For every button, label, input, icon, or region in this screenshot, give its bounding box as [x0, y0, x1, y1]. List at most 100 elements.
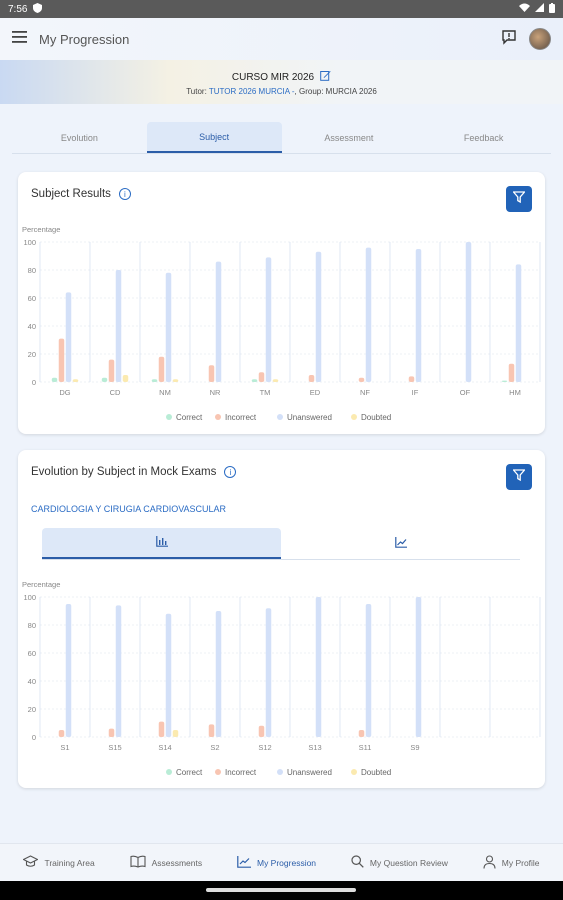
info-icon[interactable]: i	[224, 466, 237, 478]
edit-icon[interactable]	[320, 70, 331, 84]
y-axis-label: Percentage	[22, 225, 60, 234]
bar-unanswered-s1	[65, 604, 72, 737]
bar-unanswered-s9	[415, 597, 422, 737]
nav-assessments[interactable]: Assessments	[130, 855, 202, 870]
bar-incorrect-s1	[58, 730, 65, 737]
bar-correct-cd	[101, 377, 108, 382]
x-tick-label: S11	[359, 743, 372, 752]
line-view-button[interactable]	[281, 528, 520, 559]
bar-incorrect-tm	[258, 372, 265, 382]
y-tick-label: 0	[32, 733, 36, 742]
course-banner: CURSO MIR 2026 Tutor: TUTOR 2026 MURCIA …	[0, 60, 563, 104]
filter-button[interactable]	[506, 464, 532, 490]
bar-unanswered-cd	[115, 270, 122, 382]
gesture-bar	[0, 881, 563, 900]
menu-icon[interactable]	[12, 30, 27, 48]
y-tick-label: 20	[28, 350, 36, 359]
info-icon[interactable]: i	[118, 188, 131, 200]
legend-swatch-correct	[166, 414, 172, 420]
wifi-icon	[519, 3, 530, 15]
bar-incorrect-s15	[108, 728, 115, 737]
course-title: CURSO MIR 2026	[231, 71, 315, 83]
legend-label-correct: Correct	[176, 413, 203, 422]
x-tick-label: DG	[59, 388, 70, 397]
bar-incorrect-cd	[108, 359, 115, 382]
app-bar: My Progression	[0, 18, 563, 60]
signal-icon	[535, 3, 544, 15]
bar-unanswered-tm	[265, 257, 272, 382]
bar-unanswered-if	[415, 249, 422, 382]
x-tick-label: S15	[108, 743, 121, 752]
bar-unanswered-nf	[365, 247, 372, 382]
x-tick-label: NF	[360, 388, 370, 397]
selected-subject[interactable]: CARDIOLOGIA Y CIRUGIA CARDIOVASCULAR	[31, 504, 227, 514]
chat-icon[interactable]	[501, 29, 517, 50]
bar-doubted-nm	[172, 379, 179, 382]
tab-feedback[interactable]: Feedback	[463, 132, 504, 143]
evolution-by-subject-card: Evolution by Subject in Mock Exams i CAR…	[18, 450, 545, 788]
legend-label-incorrect: Incorrect	[225, 413, 257, 422]
bar-unanswered-of	[465, 242, 472, 382]
x-tick-label: IF	[412, 388, 419, 397]
bar-unanswered-s2	[215, 611, 222, 737]
bar-incorrect-dg	[58, 338, 65, 382]
bar-incorrect-if	[408, 376, 415, 382]
legend-label-unanswered: Unanswered	[287, 413, 332, 422]
legend-swatch-correct	[166, 769, 172, 775]
legend-swatch-unanswered	[277, 414, 283, 420]
x-tick-label: TM	[260, 388, 271, 397]
tutor-link[interactable]: TUTOR 2026 MURCIA -	[208, 87, 295, 96]
nav-training-area[interactable]: Training Area	[22, 855, 95, 870]
x-tick-label: OF	[460, 388, 471, 397]
x-tick-label: S13	[308, 743, 321, 752]
nav-my-question-review[interactable]: My Question Review	[351, 855, 448, 870]
tab-evolution[interactable]: Evolution	[60, 132, 98, 143]
tab-subject[interactable]: Subject	[146, 122, 282, 153]
x-tick-label: CD	[110, 388, 121, 397]
legend-swatch-incorrect	[215, 414, 221, 420]
trend-icon	[237, 855, 251, 870]
evolution-svg: Percentage 0 20 40 60 80 100 S1 S15 S14 S2 S12 S13 S1…	[22, 580, 541, 777]
nav-my-progression[interactable]: My Progression	[237, 855, 316, 870]
y-axis-label: Percentage	[22, 580, 60, 589]
legend-swatch-doubted	[351, 414, 357, 420]
avatar[interactable]	[529, 28, 551, 50]
bar-view-button[interactable]	[42, 528, 281, 559]
bar-incorrect-s14	[158, 721, 165, 737]
bar-incorrect-ed	[308, 375, 315, 382]
status-time: 7:56	[8, 3, 28, 15]
bar-doubted-s14	[172, 730, 179, 737]
x-tick-label: S12	[258, 743, 271, 752]
y-tick-label: 80	[28, 621, 36, 630]
filter-button[interactable]	[506, 186, 532, 212]
bar-unanswered-s14	[165, 613, 172, 737]
bar-unanswered-nr	[215, 261, 222, 382]
legend-label-doubted: Doubted	[361, 768, 391, 777]
home-handle[interactable]	[206, 888, 356, 892]
bar-unanswered-s12	[265, 608, 272, 737]
bar-incorrect-s11	[358, 730, 365, 737]
bar-correct-hm	[501, 380, 508, 382]
line-chart-icon	[394, 535, 407, 553]
legend-label-correct: Correct	[176, 768, 203, 777]
bar-incorrect-hm	[508, 363, 515, 382]
bar-unanswered-dg	[65, 292, 72, 382]
legend-label-unanswered: Unanswered	[287, 768, 332, 777]
y-tick-label: 60	[28, 649, 36, 658]
y-tick-label: 0	[32, 378, 36, 387]
bar-unanswered-ed	[315, 251, 322, 382]
subject-results-chart: Percentage 0 20 40 60 80 100 DG CD NM NR TM ED NF IF OF…	[18, 222, 545, 427]
y-tick-label: 80	[28, 266, 36, 275]
evolution-chart: Percentage 0 20 40 60 80 100 S1 S15 S14 S2 S12 S13 S1…	[18, 577, 545, 782]
y-tick-label: 20	[28, 705, 36, 714]
tab-assessment[interactable]: Assessment	[324, 132, 374, 143]
bar-unanswered-nm	[165, 272, 172, 382]
x-tick-label: S1	[60, 743, 69, 752]
nav-my-profile[interactable]: My Profile	[483, 854, 540, 871]
subject-results-card: Subject Results i Percentage 0 20 40 60 80 100…	[18, 172, 545, 434]
battery-icon	[549, 2, 555, 16]
person-icon	[483, 854, 496, 871]
legend-swatch-unanswered	[277, 769, 283, 775]
book-icon	[130, 855, 146, 870]
page-title: My Progression	[39, 31, 130, 47]
